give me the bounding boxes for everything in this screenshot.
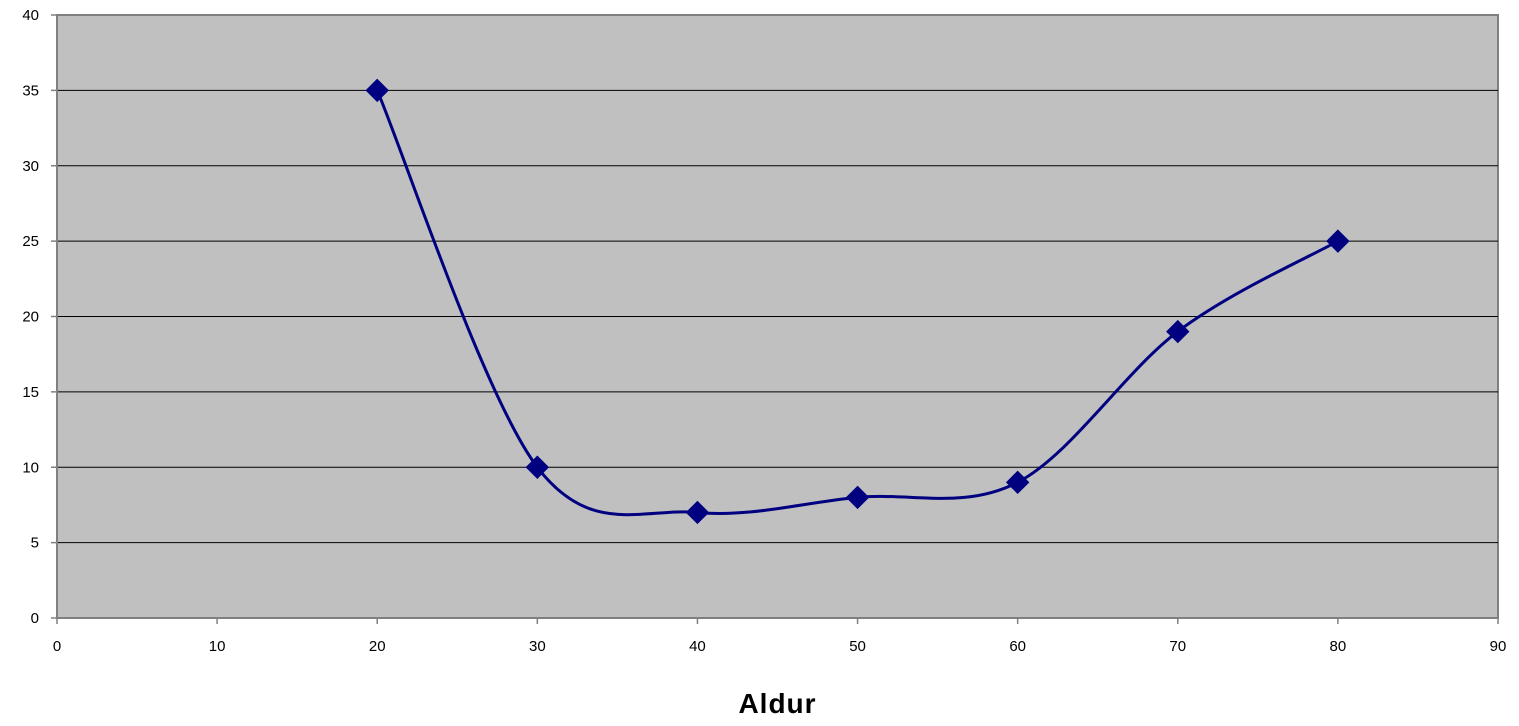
x-tick-label: 30 (529, 638, 546, 655)
x-tick-label: 20 (369, 638, 386, 655)
data-point-marker (1326, 229, 1350, 253)
x-tick-label: 80 (1330, 638, 1347, 655)
x-tick-label: 50 (849, 638, 866, 655)
data-point-marker (1005, 470, 1030, 495)
y-tick-label: 5 (31, 535, 39, 552)
tick-labels: 0 10 20 30 40 50 60 70 80 90 0 5 10 15 20 25 30 35 40 (22, 7, 1506, 655)
y-tick-label: 10 (22, 459, 39, 476)
x-tick-label: 0 (53, 638, 61, 655)
y-tick-label: 15 (22, 384, 39, 401)
data-point-marker (685, 500, 710, 525)
y-tick-label: 25 (22, 233, 39, 250)
series-layer (365, 78, 1350, 525)
data-point-marker (1166, 319, 1190, 344)
x-tick-label: 90 (1490, 638, 1507, 655)
x-tick-label: 60 (1009, 638, 1026, 655)
y-tick-label: 20 (22, 309, 39, 326)
data-point-marker (365, 78, 389, 103)
y-tick-label: 30 (22, 158, 39, 175)
x-tick-label: 70 (1169, 638, 1186, 655)
x-axis-title: Aldur (738, 688, 816, 719)
data-point-marker (525, 455, 550, 479)
data-point-marker (845, 485, 870, 510)
axes (51, 14, 1499, 624)
y-tick-label: 40 (22, 7, 39, 24)
y-tick-label: 0 (31, 610, 39, 627)
grid-lines (57, 89, 1498, 544)
x-tick-label: 10 (209, 638, 226, 655)
y-tick-label: 35 (22, 82, 39, 99)
x-tick-label: 40 (689, 638, 706, 655)
